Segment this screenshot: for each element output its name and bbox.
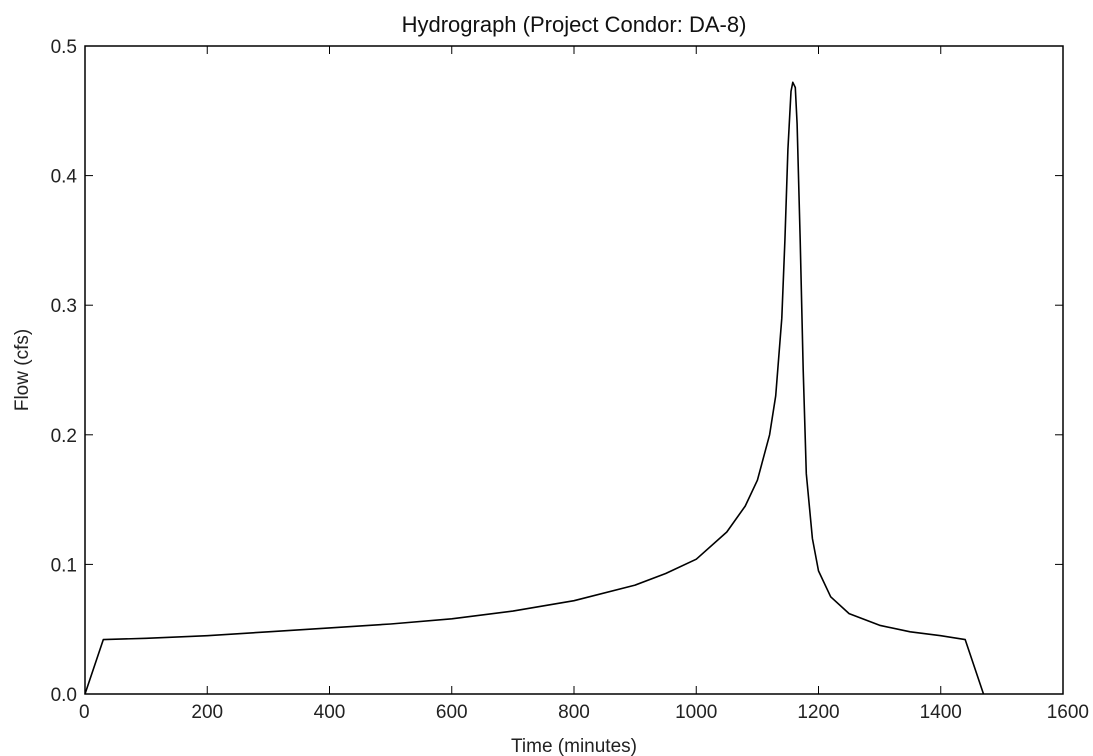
y-tick-label: 0.3 — [51, 296, 77, 317]
x-axis-label: Time (minutes) — [511, 736, 637, 756]
x-tick-label: 1000 — [675, 702, 717, 723]
x-tick-label: 1200 — [797, 702, 839, 723]
y-tick-label: 0.4 — [51, 167, 78, 188]
x-tick-label: 0 — [79, 702, 90, 723]
x-tick-label: 400 — [314, 702, 346, 723]
y-axis-ticks: 0.0 0.1 0.2 0.3 0.4 0.5 — [51, 37, 1063, 706]
x-tick-label: 1600 — [1047, 702, 1089, 723]
x-tick-label: 200 — [191, 702, 223, 723]
series-line-flow — [84, 81, 985, 695]
x-tick-label: 800 — [558, 702, 590, 723]
y-tick-label: 0.1 — [51, 555, 77, 576]
y-tick-label: 0.5 — [51, 37, 77, 58]
y-tick-label: 0.2 — [51, 426, 77, 447]
x-tick-label: 600 — [436, 702, 468, 723]
chart-title: Hydrograph (Project Condor: DA-8) — [402, 12, 747, 37]
y-axis-label: Flow (cfs) — [12, 329, 33, 411]
x-axis-ticks: 0 200 400 600 800 1000 1200 1400 1600 — [79, 46, 1089, 723]
x-tick-label: 1400 — [920, 702, 962, 723]
plot-area-frame — [84, 45, 1064, 695]
y-tick-label: 0.0 — [51, 685, 77, 706]
